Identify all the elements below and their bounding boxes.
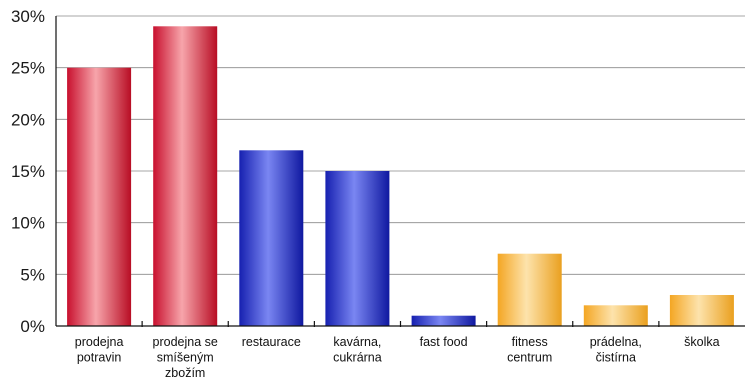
bar <box>497 253 562 326</box>
x-tick-label: fitness centrum <box>507 335 552 365</box>
y-tick-label: 30% <box>11 7 45 26</box>
y-tick-label: 20% <box>11 110 45 129</box>
x-tick-label: prádelna, čistírna <box>590 335 642 365</box>
bar <box>239 150 304 326</box>
bars <box>67 26 734 327</box>
y-tick-label: 15% <box>11 162 45 181</box>
y-tick-label: 0% <box>20 317 45 336</box>
y-tick-label: 25% <box>11 59 45 78</box>
x-tick-label: prodejna potravin <box>75 335 124 365</box>
x-tick-label: fast food <box>420 335 468 349</box>
x-tick-labels: prodejna potravin prodejna se smíšeným zboží… <box>75 335 720 378</box>
bar <box>67 67 132 326</box>
x-tick-label: školka <box>684 335 719 349</box>
bar <box>669 295 734 326</box>
bar <box>325 171 390 326</box>
axes <box>55 16 745 327</box>
y-tick-label: 10% <box>11 214 45 233</box>
y-tick-labels: 0% 5% 10% 15% 20% 25% 30% <box>11 7 45 336</box>
x-tick-label: prodejna se smíšeným zbožím <box>153 335 218 378</box>
x-tick-label: restaurace <box>242 335 301 349</box>
y-tick-label: 5% <box>20 265 45 284</box>
x-tick-label: kavárna, cukrárna <box>333 335 382 365</box>
bar <box>153 26 218 327</box>
bar <box>411 315 476 326</box>
bar <box>583 305 648 326</box>
